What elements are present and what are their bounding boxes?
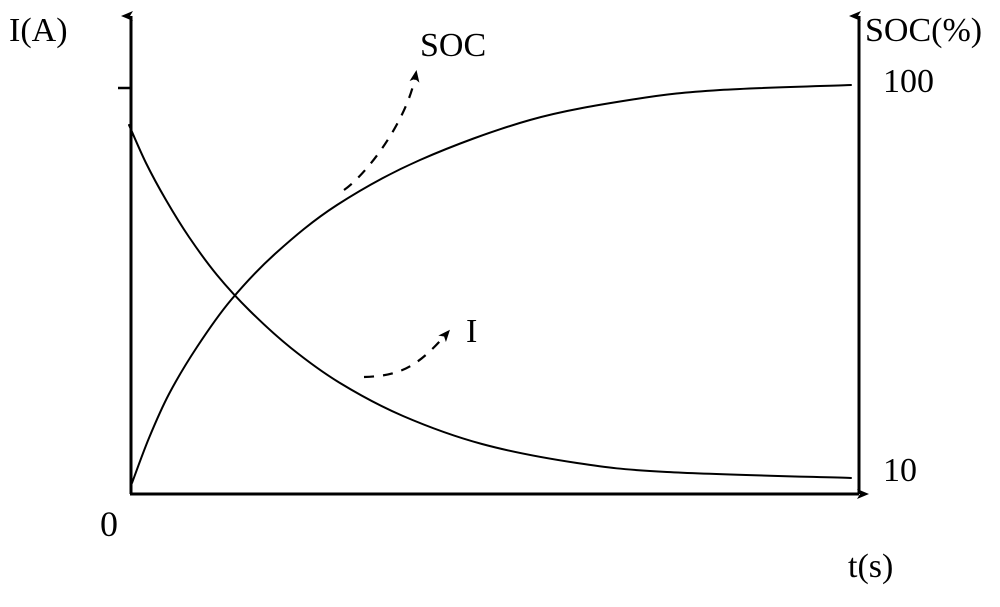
- right-tick-100: 100: [883, 63, 934, 101]
- soc-curve-label: SOC: [420, 27, 486, 65]
- left-axis-label: I(A): [9, 12, 68, 50]
- current-curve-label: I: [466, 313, 477, 351]
- right-tick-10: 10: [883, 452, 917, 490]
- origin-label: 0: [100, 503, 118, 545]
- current-callout-arrow: [364, 332, 448, 377]
- right-axis-label: SOC(%): [865, 12, 982, 50]
- current-curve: [129, 125, 851, 478]
- soc-callout-arrow: [344, 73, 416, 190]
- soc-current-chart: I(A) SOC(%) 100 10 0 t(s) SOC I: [0, 0, 1000, 607]
- soc-curve: [132, 85, 851, 483]
- x-axis-label: t(s): [848, 548, 893, 586]
- chart-svg: [0, 0, 1000, 607]
